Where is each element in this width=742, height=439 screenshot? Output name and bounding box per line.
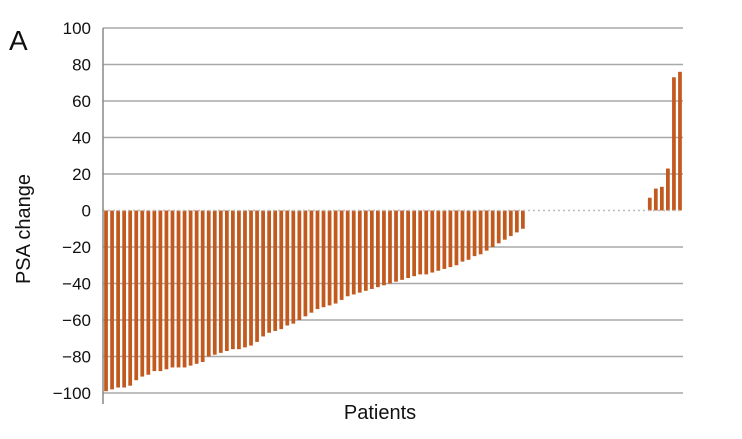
bar xyxy=(460,210,465,262)
y-tick-label: −100 xyxy=(53,384,91,403)
bar xyxy=(200,210,205,362)
y-tick-label: −60 xyxy=(62,311,91,330)
bar xyxy=(647,197,652,211)
bar xyxy=(490,210,495,247)
bar xyxy=(261,210,265,337)
bar xyxy=(206,210,211,357)
bar xyxy=(659,186,664,211)
bar xyxy=(514,210,519,233)
y-tick-label: −20 xyxy=(62,238,91,257)
bar xyxy=(188,210,193,366)
y-tick-label: 100 xyxy=(63,19,91,38)
bar xyxy=(110,210,114,390)
bar xyxy=(653,188,658,211)
bar xyxy=(267,210,272,333)
bar xyxy=(351,210,356,295)
bar xyxy=(315,210,320,310)
bar xyxy=(297,210,302,320)
y-tick-label: −80 xyxy=(62,348,91,367)
bar xyxy=(237,210,241,350)
bar xyxy=(321,210,326,308)
bar xyxy=(376,210,380,288)
bar xyxy=(357,210,362,293)
bar xyxy=(249,210,253,346)
bar xyxy=(333,210,338,304)
bar xyxy=(152,210,157,372)
bar xyxy=(484,210,489,251)
bar xyxy=(672,77,676,211)
bar xyxy=(128,210,133,386)
bar xyxy=(182,210,187,368)
bar xyxy=(442,210,447,269)
bar xyxy=(466,210,471,260)
bar xyxy=(140,210,145,377)
bar xyxy=(436,210,441,271)
bar xyxy=(224,210,229,352)
bar xyxy=(369,210,374,289)
bar xyxy=(448,210,453,268)
bar xyxy=(134,210,139,381)
bar xyxy=(327,210,332,306)
bar xyxy=(521,210,525,229)
bar xyxy=(454,210,459,266)
bar xyxy=(309,210,314,313)
panel-label: A xyxy=(9,25,28,56)
bar xyxy=(176,210,181,368)
bar xyxy=(255,210,259,342)
bar xyxy=(303,210,308,317)
bar xyxy=(345,210,350,297)
bar xyxy=(472,210,477,257)
bar xyxy=(418,210,423,275)
bar xyxy=(678,71,682,211)
bar xyxy=(218,210,223,353)
bar xyxy=(122,210,127,388)
bar xyxy=(508,210,513,237)
bar xyxy=(212,210,217,355)
bar xyxy=(382,210,386,286)
bar xyxy=(279,210,284,330)
bar xyxy=(273,210,278,331)
bar xyxy=(502,210,507,240)
gridlines xyxy=(103,27,683,394)
bar xyxy=(412,210,417,277)
y-tick-label: 20 xyxy=(72,165,91,184)
y-tick-label: 60 xyxy=(72,92,91,111)
bar xyxy=(406,210,410,279)
bar xyxy=(291,210,296,324)
bar xyxy=(146,210,151,375)
y-tick-labels: 100 80 60 40 20 0 −20 −40 −60 −80 −100 xyxy=(53,19,91,403)
bars xyxy=(104,71,682,392)
bar xyxy=(104,210,108,392)
bar xyxy=(430,210,435,273)
bar xyxy=(478,210,483,255)
x-axis-title: Patients xyxy=(344,402,416,424)
bar xyxy=(158,210,163,372)
y-tick-label: 0 xyxy=(82,202,91,221)
bar xyxy=(285,210,290,326)
bar xyxy=(424,210,429,275)
bar xyxy=(339,210,344,300)
bar xyxy=(164,210,169,370)
bar xyxy=(194,210,199,364)
bar xyxy=(231,210,235,350)
bar xyxy=(363,210,368,291)
y-tick-label: 80 xyxy=(72,56,91,75)
y-axis-title: PSA change xyxy=(13,174,35,284)
axes xyxy=(102,28,683,404)
bar xyxy=(394,210,398,282)
bar xyxy=(116,210,120,388)
bar xyxy=(496,210,501,244)
bar xyxy=(666,168,670,211)
bar xyxy=(400,210,404,280)
bar xyxy=(388,210,392,284)
y-tick-label: 40 xyxy=(72,129,91,148)
bar xyxy=(243,210,247,348)
bar xyxy=(170,210,175,368)
y-tick-label: −40 xyxy=(62,275,91,294)
